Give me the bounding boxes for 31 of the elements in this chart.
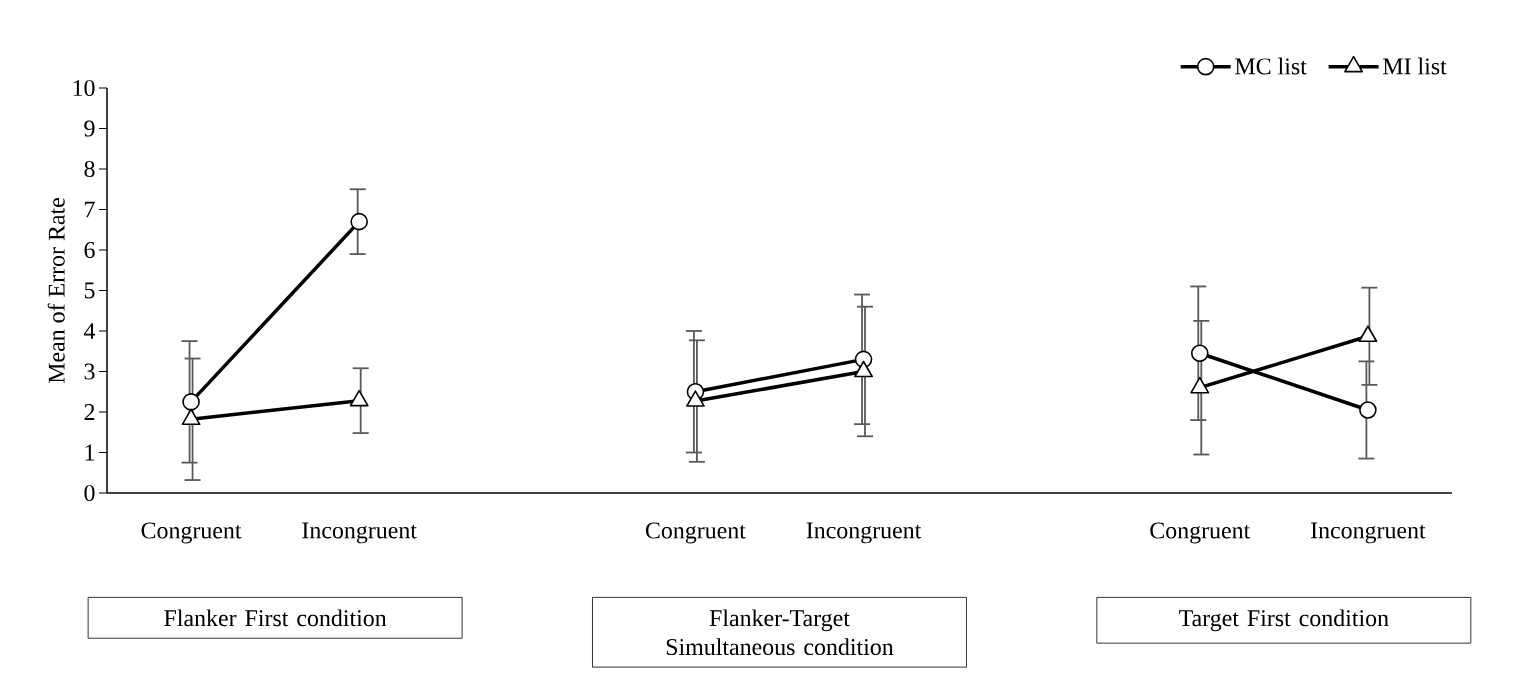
x-tick-label: Incongruent	[302, 522, 417, 544]
point	[349, 389, 369, 407]
point	[350, 212, 368, 231]
x-tick-label: Congruent	[1150, 522, 1251, 544]
y-tick-label: 0	[84, 484, 95, 502]
text: Flanker-Target Simultaneous condition	[666, 609, 894, 656]
point	[685, 390, 705, 407]
x-tick-label: Congruent	[645, 522, 746, 544]
legend-label: MI list	[1383, 57, 1447, 75]
point	[854, 360, 873, 378]
point	[1190, 344, 1209, 363]
y-tick-label: 9	[84, 120, 95, 137]
text: Flanker First condition	[164, 609, 387, 627]
y-tick-label: 5	[84, 282, 95, 299]
point	[181, 408, 201, 426]
y-tick-label: 4	[83, 323, 96, 339]
y-tick-label: 2	[84, 404, 95, 420]
y-tick-label: 8	[84, 160, 95, 178]
y-tick-label: 3	[84, 363, 95, 380]
x-tick-label: Congruent	[141, 522, 242, 544]
y-tick-label: 6	[84, 241, 95, 259]
legend-label: MC list	[1235, 57, 1307, 75]
x-tick-label: Incongruent	[1310, 522, 1426, 544]
y-tick-label: 10	[73, 79, 95, 97]
text: Target First condition	[1179, 609, 1389, 632]
point	[1358, 325, 1378, 343]
point	[1190, 376, 1210, 394]
y-tick-label: 1	[85, 444, 95, 461]
x-tick-label: Incongruent	[806, 522, 922, 544]
y-axis-title: Mean of Error Rate	[47, 198, 65, 384]
y-tick-label: 7	[85, 201, 95, 218]
